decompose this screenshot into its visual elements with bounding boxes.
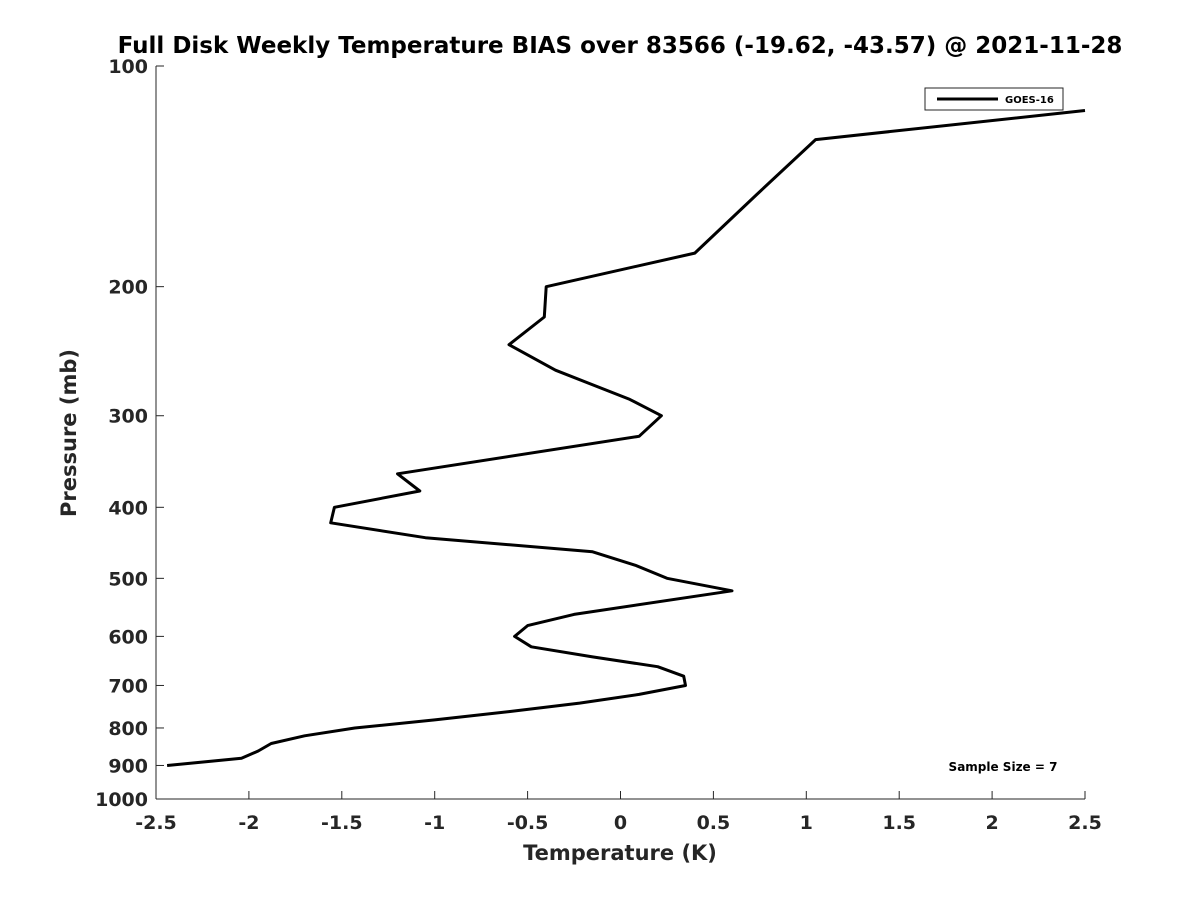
x-axis-label: Temperature (K) — [523, 841, 717, 865]
y-tick-label: 500 — [108, 568, 148, 590]
x-tick-label: -1.5 — [321, 812, 363, 834]
legend: GOES-16 — [924, 87, 1064, 111]
chart-title: Full Disk Weekly Temperature BIAS over 8… — [118, 33, 1123, 59]
y-tick-label: 600 — [108, 626, 148, 648]
x-tick-label: 2.5 — [1068, 812, 1102, 834]
x-tick-label: -1 — [424, 812, 445, 834]
y-tick-label: 300 — [108, 406, 148, 428]
x-tick-label: -2.5 — [135, 812, 177, 834]
y-tick-label: 900 — [108, 755, 148, 777]
sample-size-annotation: Sample Size = 7 — [949, 760, 1058, 774]
x-tick-label: -0.5 — [507, 812, 549, 834]
series-line-goes-16 — [166, 109, 1086, 767]
x-tick-label: 0.5 — [697, 812, 731, 834]
y-tick-label: 400 — [108, 497, 148, 519]
y-tick-label: 100 — [108, 56, 148, 78]
legend-label: GOES-16 — [1005, 95, 1054, 106]
y-tick-label: 1000 — [95, 789, 148, 811]
y-ticks: 100 200 300 400 500 600 700 800 900 1000 — [95, 56, 164, 811]
y-tick-label: 800 — [108, 718, 148, 740]
y-axis-label: Pressure (mb) — [57, 349, 81, 517]
y-tick-label: 200 — [108, 277, 148, 299]
x-tick-label: 1 — [800, 812, 813, 834]
x-tick-label: 2 — [985, 812, 998, 834]
x-tick-label: 1.5 — [882, 812, 916, 834]
x-tick-label: -2 — [238, 812, 259, 834]
y-tick-label: 700 — [108, 675, 148, 697]
x-ticks: -2.5 -2 -1.5 -1 -0.5 0 0.5 1 1.5 2 2.5 — [135, 791, 1102, 834]
x-tick-label: 0 — [614, 812, 627, 834]
